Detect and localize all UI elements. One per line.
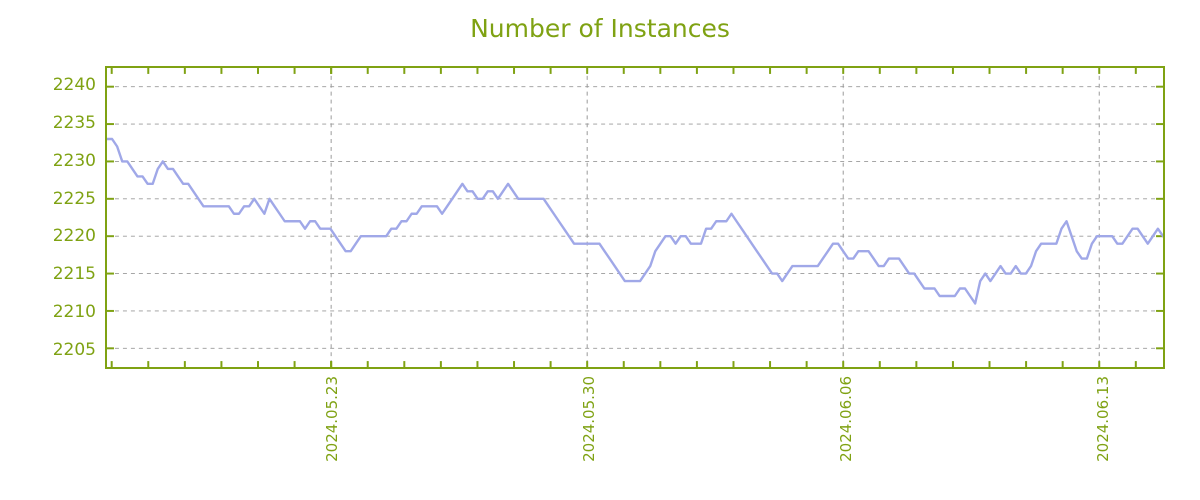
series-line-number-of-instances <box>107 139 1163 303</box>
y-axis-tick-label: 2215 <box>52 264 96 285</box>
grid-lines <box>107 68 1163 367</box>
y-axis-tick-label: 2230 <box>52 150 96 171</box>
x-axis-tick-label: 2024.06.06 <box>837 376 855 462</box>
y-axis-tick-label: 2210 <box>52 302 96 323</box>
y-axis-tick-label: 2240 <box>52 74 96 95</box>
y-axis-tick-label: 2225 <box>52 188 96 209</box>
y-axis-tick-label: 2235 <box>52 112 96 133</box>
y-axis-tick-label: 2205 <box>52 340 96 361</box>
y-axis-tick-label: 2220 <box>52 226 96 247</box>
x-axis-tick-label: 2024.05.30 <box>580 376 598 462</box>
plot-area <box>105 66 1165 369</box>
x-axis-tick-label: 2024.06.13 <box>1094 376 1112 462</box>
chart-title: Number of Instances <box>470 14 730 43</box>
data-series-line <box>107 68 1163 367</box>
x-axis-tick-label: 2024.05.23 <box>323 376 341 462</box>
